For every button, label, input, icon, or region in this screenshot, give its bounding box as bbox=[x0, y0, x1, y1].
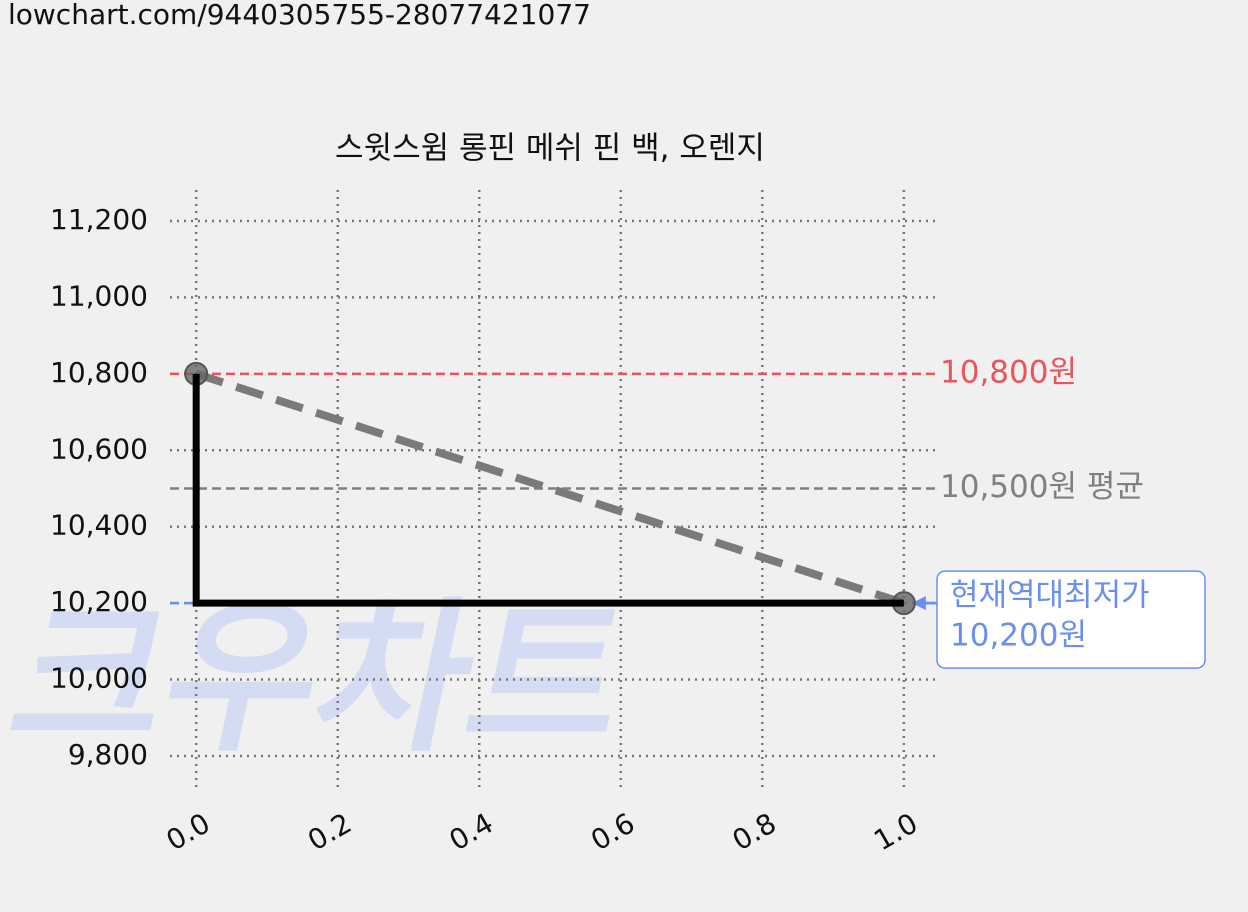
x-tick-label: 0.0 bbox=[161, 806, 216, 857]
reference-label: 10,500원 평균 bbox=[940, 469, 1144, 505]
x-tick-label: 1.0 bbox=[868, 806, 923, 857]
url: lowchart.com/9440305755-28077421077 bbox=[8, 0, 591, 31]
y-tick-label: 11,000 bbox=[50, 279, 148, 312]
x-tick-label: 0.6 bbox=[585, 806, 640, 857]
annotation-text: 10,200원 bbox=[950, 618, 1087, 654]
y-tick-label: 9,800 bbox=[68, 738, 148, 771]
y-tick-label: 10,000 bbox=[50, 662, 148, 695]
chart-title: 스윗스윔 롱핀 메쉬 핀 백, 오렌지 bbox=[335, 131, 765, 167]
annotation-box bbox=[936, 570, 1206, 669]
annotation: 현재역대최저가 10,200원 bbox=[911, 570, 1206, 669]
watermark: 크우차트 bbox=[0, 583, 643, 775]
y-tick-label: 10,400 bbox=[50, 509, 148, 542]
annotation-text: 현재역대최저가 bbox=[950, 578, 1150, 614]
y-tick-label: 11,200 bbox=[50, 203, 148, 236]
series-line bbox=[192, 373, 904, 607]
x-tick-label: 0.2 bbox=[302, 806, 357, 857]
y-tick-label: 10,200 bbox=[50, 585, 148, 618]
x-tick-label: 0.4 bbox=[444, 806, 499, 857]
reference-label: 10,800원 bbox=[940, 354, 1077, 390]
y-tick-label: 10,800 bbox=[50, 356, 148, 389]
y-tick-label: 10,600 bbox=[50, 432, 148, 465]
annotation-arrowhead bbox=[911, 596, 926, 611]
x-tick-label: 0.8 bbox=[727, 806, 782, 857]
